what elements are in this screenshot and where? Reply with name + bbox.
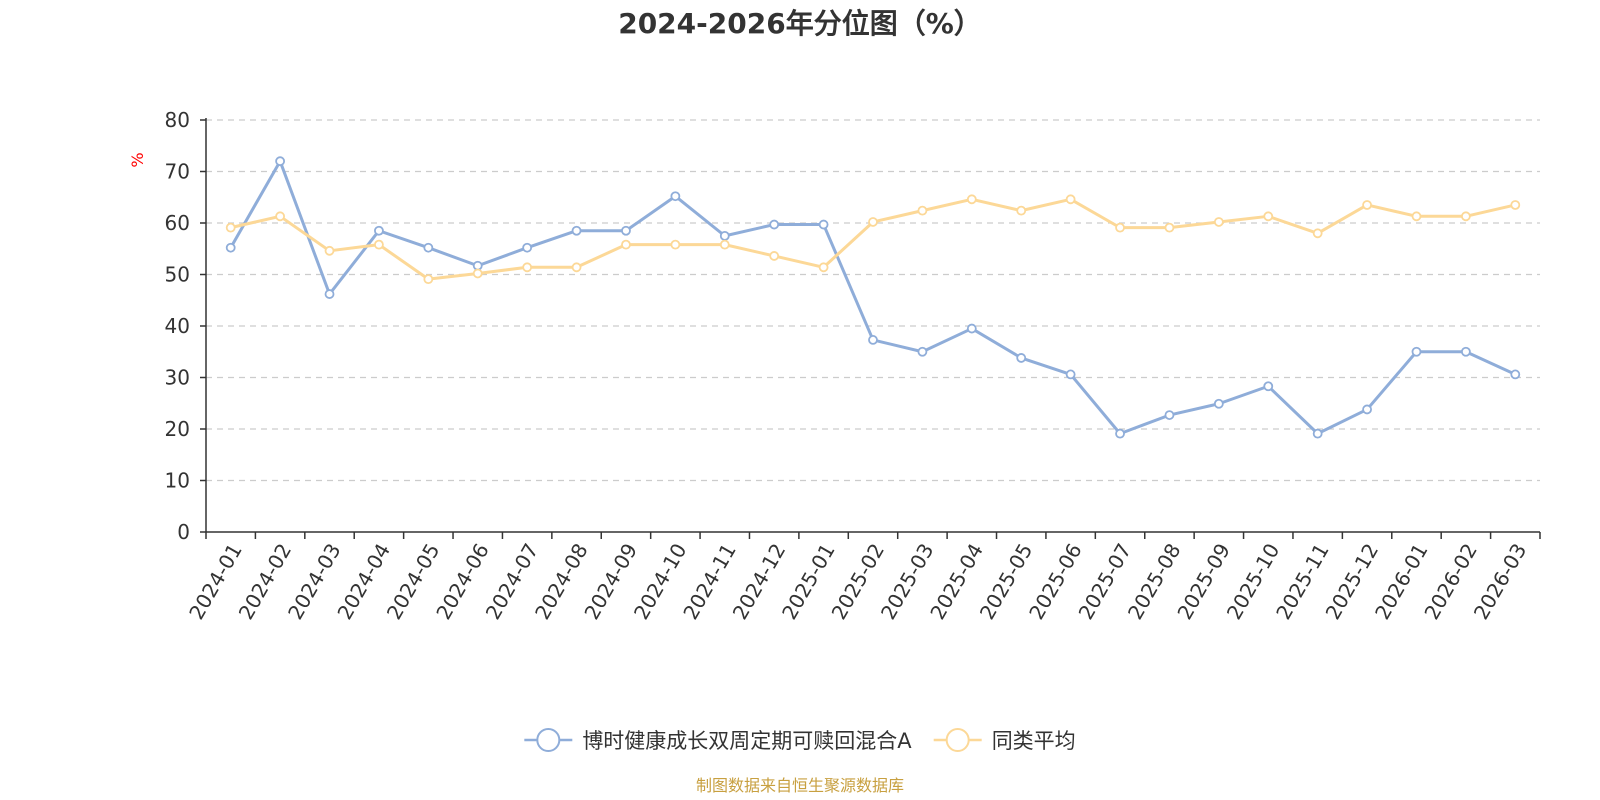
y-tick-label-70: 70: [165, 160, 190, 184]
y-tick-label-10: 10: [165, 469, 190, 493]
data-point-0-2024-10[interactable]: [670, 191, 681, 202]
data-point-1-2025-12[interactable]: [1362, 200, 1372, 210]
data-point-1-2024-06[interactable]: [472, 268, 483, 279]
data-point-1-2024-07[interactable]: [522, 262, 533, 273]
data-point-0-2026-02[interactable]: [1460, 346, 1471, 357]
data-source-note: 制图数据来自恒生聚源数据库: [696, 776, 904, 795]
series-1: [225, 194, 1521, 285]
data-point-0-2026-03[interactable]: [1510, 369, 1521, 380]
legend-label: 同类平均: [992, 729, 1076, 753]
data-point-1-2025-01[interactable]: [818, 262, 829, 273]
data-point-0-2025-04[interactable]: [966, 323, 977, 334]
y-tick-label-20: 20: [165, 417, 190, 441]
data-point-1-2024-08[interactable]: [571, 262, 582, 273]
data-point-0-2025-06[interactable]: [1065, 369, 1076, 380]
data-point-0-2024-05[interactable]: [423, 242, 434, 253]
data-point-1-2025-10[interactable]: [1263, 211, 1274, 222]
data-point-1-2025-07[interactable]: [1115, 222, 1125, 233]
y-tick-label-50: 50: [165, 263, 190, 287]
chart-title: 2024-2026年分位图（%）: [618, 7, 982, 40]
data-point-0-2025-08[interactable]: [1164, 410, 1175, 420]
data-point-1-2025-04[interactable]: [966, 194, 977, 205]
data-point-1-2025-05[interactable]: [1016, 205, 1027, 216]
data-point-1-2024-10[interactable]: [670, 239, 681, 250]
data-point-1-2025-08[interactable]: [1164, 222, 1175, 233]
data-point-1-2024-04[interactable]: [374, 239, 384, 250]
data-point-0-2025-11[interactable]: [1312, 428, 1323, 439]
data-point-0-2024-09[interactable]: [621, 225, 631, 236]
series-lines: [225, 156, 1521, 439]
data-point-1-2025-02[interactable]: [868, 217, 878, 227]
data-point-1-2026-01[interactable]: [1411, 211, 1422, 222]
data-point-0-2026-01[interactable]: [1411, 346, 1422, 357]
data-point-0-2024-01[interactable]: [225, 242, 236, 253]
data-point-1-2024-11[interactable]: [719, 239, 730, 250]
legend-item-1[interactable]: 同类平均: [933, 728, 1076, 753]
data-point-1-2026-03[interactable]: [1510, 200, 1521, 210]
data-point-0-2024-08[interactable]: [571, 225, 582, 236]
data-point-1-2024-02[interactable]: [275, 211, 286, 222]
data-point-0-2024-04[interactable]: [374, 225, 384, 236]
data-point-1-2024-01[interactable]: [225, 222, 236, 233]
legend-circle-icon: [536, 728, 561, 752]
legend-item-0[interactable]: 博时健康成长双周定期可赎回混合A: [524, 728, 912, 753]
legend[interactable]: 博时健康成长双周定期可赎回混合A 同类平均: [524, 728, 1076, 753]
y-tick-label-30: 30: [165, 366, 190, 390]
legend-circle-icon: [945, 728, 970, 752]
data-point-0-2025-01[interactable]: [818, 219, 829, 230]
data-point-0-2024-07[interactable]: [522, 242, 533, 253]
data-point-1-2025-09[interactable]: [1213, 217, 1224, 227]
data-point-0-2024-02[interactable]: [275, 156, 286, 167]
y-tick-label-0: 0: [177, 520, 190, 544]
data-point-0-2024-03[interactable]: [324, 289, 335, 299]
series-line-1: [230, 197, 1516, 281]
gridlines: [206, 119, 1540, 482]
data-point-0-2024-12[interactable]: [769, 219, 780, 230]
data-point-1-2025-03[interactable]: [917, 205, 928, 216]
data-point-0-2025-07[interactable]: [1115, 428, 1125, 439]
data-point-1-2026-02[interactable]: [1460, 211, 1471, 222]
data-point-1-2024-12[interactable]: [769, 251, 780, 261]
data-point-0-2025-02[interactable]: [868, 335, 878, 345]
data-point-1-2025-11[interactable]: [1312, 228, 1323, 239]
axes: 010203040506070802024-012024-022024-0320…: [165, 108, 1541, 624]
y-axis-unit-label: %: [128, 152, 147, 167]
series-line-0: [229, 159, 1516, 436]
y-tick-label-80: 80: [165, 108, 190, 132]
y-tick-label-40: 40: [165, 314, 190, 338]
data-point-1-2024-05[interactable]: [423, 274, 434, 285]
data-point-1-2024-03[interactable]: [324, 245, 335, 256]
legend-label: 博时健康成长双周定期可赎回混合A: [582, 729, 912, 753]
data-point-0-2025-05[interactable]: [1016, 353, 1027, 363]
data-point-0-2025-10[interactable]: [1263, 381, 1274, 392]
data-point-0-2024-11[interactable]: [719, 230, 730, 241]
y-tick-label-60: 60: [165, 211, 190, 235]
data-point-0-2025-03[interactable]: [917, 346, 928, 357]
data-point-1-2024-09[interactable]: [621, 239, 631, 250]
series-0: [225, 156, 1521, 439]
data-point-0-2025-09[interactable]: [1213, 398, 1224, 409]
data-point-0-2024-06[interactable]: [472, 260, 483, 271]
data-point-1-2025-06[interactable]: [1065, 194, 1076, 205]
data-point-0-2025-12[interactable]: [1362, 404, 1372, 415]
